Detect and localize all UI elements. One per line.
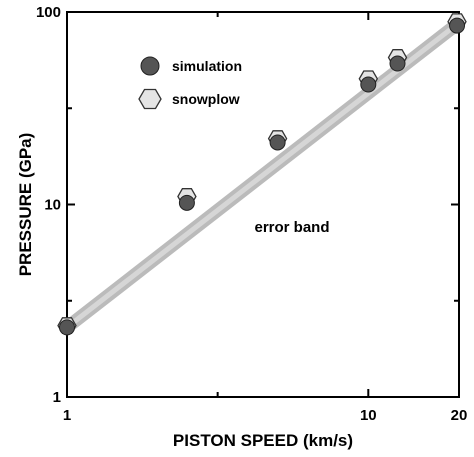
error-band-label: error band (254, 219, 329, 236)
tick-layer: 1 10 100 1 10 20 (36, 4, 467, 424)
y-axis-label: PRESSURE (GPa) (16, 133, 35, 277)
x-axis-label: PISTON SPEED (km/s) (173, 431, 353, 450)
y-tick-label: 10 (44, 197, 61, 214)
legend-simulation-marker (140, 56, 160, 76)
x-tick-label: 20 (451, 407, 468, 424)
simulation-point (269, 134, 286, 151)
error-band-layer (60, 16, 466, 334)
error-band-core (65, 20, 461, 330)
legend-simulation-label: simulation (172, 58, 242, 74)
legend-snowplow-marker (138, 88, 162, 110)
x-tick-label: 10 (360, 407, 377, 424)
y-tick-label: 100 (36, 4, 61, 21)
simulation-point (449, 17, 466, 34)
simulation-point (360, 76, 377, 93)
y-tick-label: 1 (53, 389, 61, 406)
simulation-point (178, 194, 195, 211)
simulation-point (59, 319, 75, 336)
simulation-point (389, 55, 406, 72)
marker-layer (57, 13, 467, 336)
x-tick-label: 1 (63, 407, 71, 424)
legend-snowplow-label: snowplow (172, 91, 240, 107)
legend: simulation snowplow (138, 56, 242, 110)
